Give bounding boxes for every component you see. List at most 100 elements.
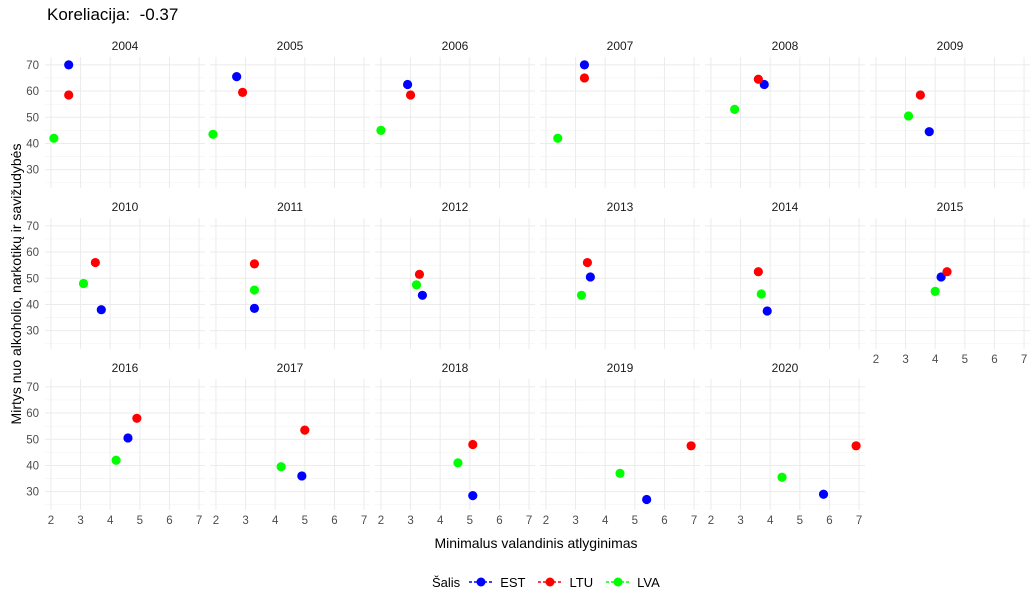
legend-item-est: EST [468, 574, 525, 590]
panel-strip-label: 2020 [772, 361, 799, 375]
panel-strip-label: 2005 [277, 39, 304, 53]
data-point-ltu-2006 [405, 90, 416, 100]
y-tick-label: 70 [26, 221, 39, 233]
data-point-ltu-2020 [851, 441, 861, 451]
data-point-est-2020 [818, 489, 829, 499]
data-point-est-2014 [762, 306, 772, 316]
panel-strip-label: 2007 [607, 39, 634, 53]
panel-strip-label: 2015 [937, 200, 964, 214]
x-tick-label: 7 [1021, 354, 1027, 366]
panel-strip-label: 2006 [442, 39, 469, 53]
data-point-ltu-2005 [237, 87, 248, 97]
data-point-est-2009 [924, 127, 934, 137]
panel-strip-label: 2010 [112, 200, 139, 214]
x-tick-label: 4 [767, 515, 774, 527]
panel-strip-label: 2016 [112, 361, 139, 375]
x-tick-label: 5 [302, 515, 308, 527]
panel-strip-label: 2004 [112, 39, 139, 53]
data-point-lva-2012 [411, 280, 422, 290]
x-tick-label: 2 [378, 515, 384, 527]
data-point-lva-2007 [553, 133, 563, 143]
panel-strip-label: 2018 [442, 361, 469, 375]
data-point-est-2016 [123, 433, 133, 443]
data-point-ltu-2009 [915, 90, 925, 100]
chart-title: Koreliacija: -0.37 [47, 5, 179, 24]
x-tick-label: 4 [437, 515, 444, 527]
data-point-est-2006 [402, 79, 413, 90]
data-point-est-2007 [579, 60, 590, 70]
x-tick-label: 5 [797, 515, 803, 527]
x-tick-label: 2 [708, 515, 714, 527]
data-point-ltu-2015 [942, 267, 952, 277]
data-point-lva-2009 [903, 111, 914, 121]
y-tick-label: 50 [26, 112, 39, 124]
data-point-lva-2016 [111, 455, 121, 465]
x-tick-label: 4 [107, 515, 114, 527]
legend-item-ltu: LTU [537, 574, 593, 590]
x-tick-label: 3 [242, 515, 248, 527]
legend-label-est: EST [500, 574, 526, 590]
x-tick-label: 7 [361, 515, 367, 527]
data-point-lva-2014 [756, 289, 766, 299]
data-point-ltu-2014 [753, 267, 763, 277]
panel-strip-label: 2011 [277, 200, 303, 214]
x-tick-label: 7 [196, 515, 202, 527]
x-axis-title: Minimalus valandinis atlyginimas [434, 535, 637, 551]
y-tick-label: 70 [26, 60, 39, 72]
legend-key-est [469, 577, 494, 587]
y-tick-label: 70 [26, 382, 39, 394]
data-point-ltu-2019 [686, 441, 696, 451]
data-point-lva-2010 [78, 278, 89, 289]
x-tick-label: 3 [737, 515, 743, 527]
data-point-est-2004 [64, 60, 74, 70]
x-tick-label: 7 [526, 515, 532, 527]
x-tick-label: 6 [991, 354, 997, 366]
x-tick-label: 6 [661, 515, 667, 527]
x-tick-label: 7 [691, 515, 697, 527]
data-point-lva-2020 [777, 472, 787, 482]
y-tick-label: 30 [26, 487, 39, 499]
legend-key-ltu [538, 577, 563, 587]
x-tick-label: 4 [932, 354, 939, 366]
x-tick-label: 4 [272, 515, 279, 527]
x-tick-label: 5 [962, 354, 968, 366]
y-tick-label: 30 [26, 326, 39, 338]
data-point-lva-2015 [930, 286, 940, 296]
x-tick-label: 6 [166, 515, 172, 527]
data-point-est-2008 [759, 79, 769, 90]
data-point-lva-2018 [453, 458, 463, 468]
panel-strip-label: 2012 [442, 200, 469, 214]
y-tick-label: 60 [26, 247, 39, 259]
x-tick-label: 2 [48, 515, 54, 527]
data-point-est-2013 [585, 272, 595, 282]
data-point-lva-2019 [615, 468, 625, 478]
x-tick-label: 6 [496, 515, 502, 527]
data-point-ltu-2016 [132, 413, 142, 423]
x-tick-label: 3 [77, 515, 83, 527]
x-tick-label: 5 [137, 515, 143, 527]
data-point-lva-2005 [208, 129, 218, 139]
data-point-est-2017 [297, 471, 307, 481]
data-point-est-2018 [468, 490, 478, 501]
x-tick-label: 3 [902, 354, 908, 366]
legend-label-lva: LVA [637, 574, 660, 590]
y-tick-label: 30 [26, 165, 39, 177]
x-tick-label: 5 [467, 515, 473, 527]
x-tick-label: 2 [873, 354, 879, 366]
x-tick-label: 4 [602, 515, 609, 527]
x-tick-label: 6 [331, 515, 337, 527]
data-point-lva-2011 [249, 285, 260, 295]
data-point-est-2015 [936, 272, 946, 282]
panel-strip-label: 2009 [937, 39, 964, 53]
data-point-ltu-2007 [579, 73, 590, 83]
data-point-ltu-2011 [249, 259, 260, 269]
data-point-lva-2017 [276, 462, 286, 472]
legend-title: Šalis [432, 574, 461, 590]
legend-label-ltu: LTU [569, 574, 594, 590]
panel-strip-label: 2014 [772, 200, 799, 214]
data-point-ltu-2012 [414, 269, 425, 279]
data-point-est-2005 [232, 72, 242, 82]
y-tick-label: 50 [26, 273, 39, 285]
legend-key-lva [606, 577, 631, 587]
y-axis-title: Mirtys nuo alkoholio, narkotikų ir saviž… [8, 144, 24, 425]
